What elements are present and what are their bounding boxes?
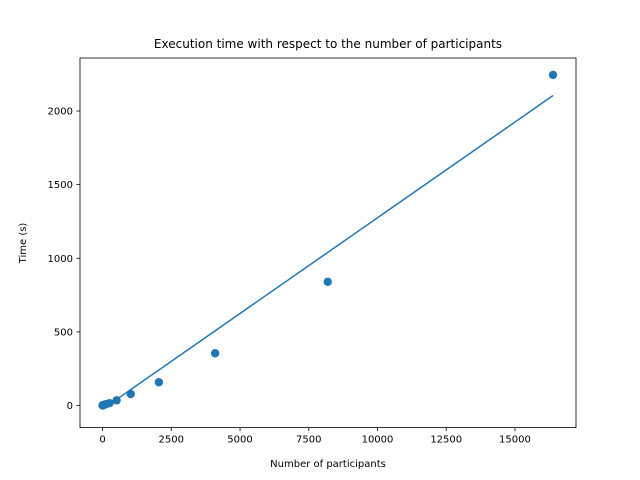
- plot-area: [98, 70, 558, 410]
- data-point: [210, 349, 220, 358]
- y-tick-label: 500: [54, 327, 73, 338]
- y-axis-label: Time (s): [18, 223, 29, 265]
- y-tick-label: 2000: [48, 107, 73, 118]
- data-point: [112, 396, 121, 405]
- y-tick-label: 0: [67, 401, 73, 412]
- data-point: [105, 398, 114, 408]
- data-point: [323, 277, 332, 287]
- x-tick-label: 12500: [430, 435, 462, 446]
- x-tick-label: 5000: [227, 435, 252, 446]
- y-tick-label: 1500: [48, 180, 73, 191]
- x-tick-label: 15000: [499, 435, 531, 446]
- x-tick-label: 10000: [362, 435, 394, 446]
- axes-frame: [79, 57, 577, 429]
- data-point: [126, 389, 135, 399]
- chart-title: Execution time with respect to the numbe…: [154, 37, 502, 51]
- y-axis: 0 500 1000 1500 2000: [48, 107, 80, 412]
- x-tick-label: 2500: [159, 435, 184, 446]
- x-tick-label: 7500: [296, 435, 321, 446]
- y-tick-label: 1000: [48, 254, 73, 265]
- data-point: [154, 378, 164, 387]
- fit-line: [102, 94, 554, 410]
- x-axis-label: Number of participants: [270, 459, 386, 470]
- data-point: [548, 70, 558, 80]
- x-tick-label: 0: [99, 435, 105, 446]
- x-axis: 0 2500 5000 7500 10000 12500 15000: [99, 427, 531, 446]
